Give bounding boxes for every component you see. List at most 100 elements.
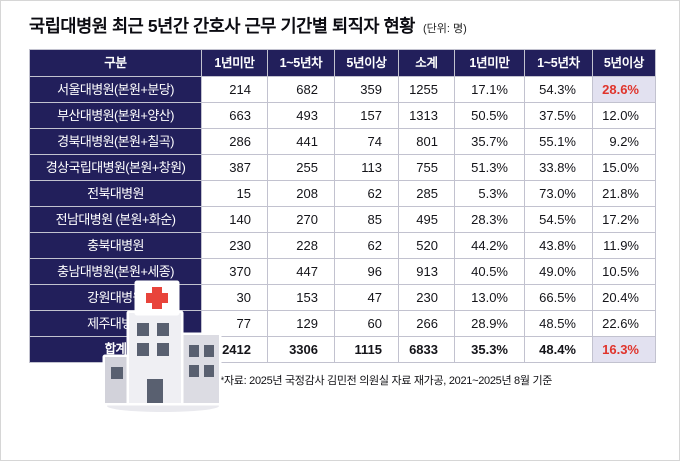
data-cell: 37.5% <box>524 102 593 129</box>
data-cell: 35.3% <box>454 336 525 363</box>
data-cell: 230 <box>201 232 268 259</box>
data-cell: 755 <box>398 154 455 181</box>
row-label: 경상국립대병원(본원+창원) <box>29 154 202 181</box>
data-cell: 73.0% <box>524 180 593 207</box>
data-cell: 51.3% <box>454 154 525 181</box>
data-cell: 44.2% <box>454 232 525 259</box>
data-cell: 493 <box>267 102 335 129</box>
column-header: 5년이상 <box>592 49 656 77</box>
data-cell: 3306 <box>267 336 335 363</box>
row-label: 서울대병원(본원+분당) <box>29 76 202 103</box>
data-cell: 54.3% <box>524 76 593 103</box>
data-cell: 17.1% <box>454 76 525 103</box>
data-cell: 157 <box>334 102 399 129</box>
data-cell: 33.8% <box>524 154 593 181</box>
data-cell: 208 <box>267 180 335 207</box>
data-cell: 6833 <box>398 336 455 363</box>
data-cell: 48.5% <box>524 310 593 337</box>
data-cell: 5.3% <box>454 180 525 207</box>
data-cell: 54.5% <box>524 206 593 233</box>
row-label: 전남대병원 (본원+화순) <box>29 206 202 233</box>
data-cell: 55.1% <box>524 128 593 155</box>
data-cell: 230 <box>398 284 455 311</box>
table-row: 강원대병원 30 153 47 230 13.0% 66.5% 20.4% <box>29 284 656 311</box>
table-body: 서울대병원(본원+분당) 214 682 359 1255 17.1% 54.3% 28.6%… <box>29 76 656 363</box>
table-row: 충북대병원 230 228 62 520 44.2% 43.8% 11.9% <box>29 232 656 259</box>
column-header: 1~5년차 <box>267 49 335 77</box>
data-cell: 60 <box>334 310 399 337</box>
data-cell: 74 <box>334 128 399 155</box>
table-header-row: 구분 1년미만 1~5년차 5년이상 소계 1년미만 1~5년차 5년이상 <box>29 49 656 77</box>
data-cell: 1313 <box>398 102 455 129</box>
footnote: *자료: 2025년 국정감사 김민전 의원실 자료 재가공, 2021~202… <box>220 375 553 387</box>
data-cell: 15 <box>201 180 268 207</box>
data-cell: 140 <box>201 206 268 233</box>
column-header: 1~5년차 <box>524 49 593 77</box>
data-cell: 43.8% <box>524 232 593 259</box>
data-cell: 12.0% <box>592 102 656 129</box>
table-row: 충남대병원(본원+세종) 370 447 96 913 40.5% 49.0% 10.5% <box>29 258 656 285</box>
page-title: 국립대병원 최근 5년간 간호사 근무 기간별 퇴직자 현황 <box>29 16 415 36</box>
table-row: 서울대병원(본원+분당) 214 682 359 1255 17.1% 54.3% 28.6% <box>29 76 656 103</box>
data-cell: 387 <box>201 154 268 181</box>
data-cell: 1115 <box>334 336 399 363</box>
data-cell: 50.5% <box>454 102 525 129</box>
data-cell: 62 <box>334 180 399 207</box>
row-label: 충남대병원(본원+세종) <box>29 258 202 285</box>
column-header: 5년이상 <box>334 49 399 77</box>
data-cell: 9.2% <box>592 128 656 155</box>
data-cell: 913 <box>398 258 455 285</box>
data-cell: 96 <box>334 258 399 285</box>
data-cell: 286 <box>201 128 268 155</box>
row-label: 부산대병원(본원+양산) <box>29 102 202 129</box>
table-row: 전남대병원 (본원+화순) 140 270 85 495 28.3% 54.5% 17.2% <box>29 206 656 233</box>
data-cell: 520 <box>398 232 455 259</box>
data-cell: 682 <box>267 76 335 103</box>
data-cell: 49.0% <box>524 258 593 285</box>
data-cell: 13.0% <box>454 284 525 311</box>
column-header: 구분 <box>29 49 202 77</box>
table-row: 경북대병원(본원+칠곡) 286 441 74 801 35.7% 55.1% 9.2% <box>29 128 656 155</box>
data-cell: 17.2% <box>592 206 656 233</box>
table-row: 부산대병원(본원+양산) 663 493 157 1313 50.5% 37.5% 12.0% <box>29 102 656 129</box>
column-header: 소계 <box>398 49 455 77</box>
column-header: 1년미만 <box>454 49 525 77</box>
data-cell: 153 <box>267 284 335 311</box>
row-label: 전북대병원 <box>29 180 202 207</box>
table-row: 전북대병원 15 208 62 285 5.3% 73.0% 21.8% <box>29 180 656 207</box>
data-cell: 129 <box>267 310 335 337</box>
data-cell: 15.0% <box>592 154 656 181</box>
data-cell: 66.5% <box>524 284 593 311</box>
data-cell: 255 <box>267 154 335 181</box>
row-label: 경북대병원(본원+칠곡) <box>29 128 202 155</box>
data-cell: 441 <box>267 128 335 155</box>
data-cell: 28.3% <box>454 206 525 233</box>
data-table: 구분 1년미만 1~5년차 5년이상 소계 1년미만 1~5년차 5년이상 서울대병원(본원+… <box>29 49 656 363</box>
data-cell: 85 <box>334 206 399 233</box>
data-cell: 20.4% <box>592 284 656 311</box>
title-row: 국립대병원 최근 5년간 간호사 근무 기간별 퇴직자 현황 (단위: 명) <box>29 13 467 38</box>
data-cell: 28.9% <box>454 310 525 337</box>
data-cell: 285 <box>398 180 455 207</box>
data-cell: 1255 <box>398 76 455 103</box>
data-cell: 77 <box>201 310 268 337</box>
data-cell: 10.5% <box>592 258 656 285</box>
unit-label: (단위: 명) <box>422 23 467 35</box>
data-cell: 22.6% <box>592 310 656 337</box>
data-cell: 35.7% <box>454 128 525 155</box>
data-cell: 47 <box>334 284 399 311</box>
data-cell: 663 <box>201 102 268 129</box>
data-cell: 228 <box>267 232 335 259</box>
data-cell: 21.8% <box>592 180 656 207</box>
data-cell: 16.3% <box>592 336 656 363</box>
data-cell: 40.5% <box>454 258 525 285</box>
hospital-building-icon <box>102 280 222 412</box>
data-cell: 113 <box>334 154 399 181</box>
data-cell: 270 <box>267 206 335 233</box>
data-cell: 48.4% <box>524 336 593 363</box>
data-cell: 62 <box>334 232 399 259</box>
data-cell: 447 <box>267 258 335 285</box>
table-row: 경상국립대병원(본원+창원) 387 255 113 755 51.3% 33.8% 15.0… <box>29 154 656 181</box>
data-cell: 214 <box>201 76 268 103</box>
